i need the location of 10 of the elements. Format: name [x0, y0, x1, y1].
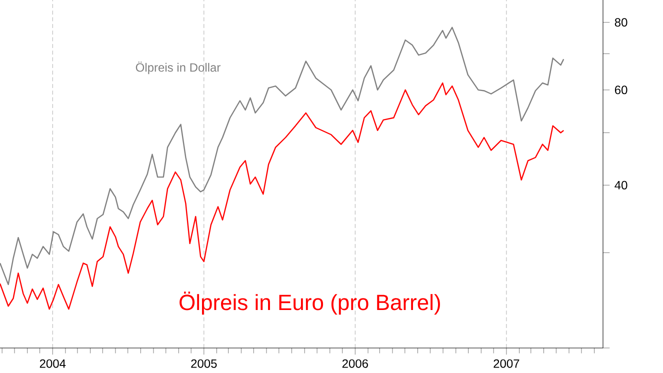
x-tick-label: 2004 [40, 359, 66, 368]
y-tick-label: 40 [614, 180, 628, 190]
line-series [0, 26, 564, 286]
x-tick-label: 2007 [494, 359, 520, 368]
y-tick-label: 60 [614, 86, 628, 94]
series-label: Ölpreis in Euro (pro Barrel) [180, 292, 440, 315]
x-tick-label: 2005 [191, 359, 217, 368]
x-tick-label: 2006 [342, 359, 368, 368]
text: Ölpreis in Dollar [136, 62, 220, 74]
y-tick-label: 80 [614, 18, 628, 27]
